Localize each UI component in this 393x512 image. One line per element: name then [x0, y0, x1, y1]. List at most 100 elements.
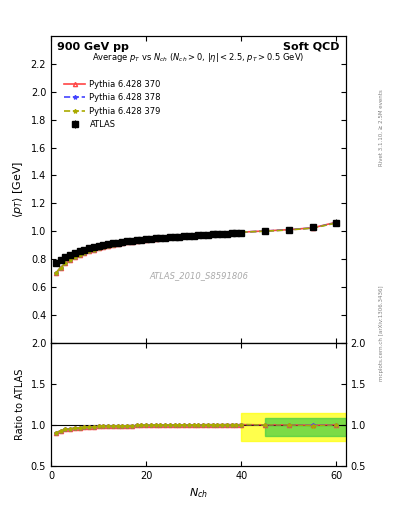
Pythia 6.428 370: [206, 231, 210, 237]
Pythia 6.428 378: [144, 237, 149, 243]
Y-axis label: Ratio to ATLAS: Ratio to ATLAS: [15, 369, 25, 440]
Pythia 6.428 370: [130, 239, 134, 245]
Line: Pythia 6.428 378: Pythia 6.428 378: [54, 221, 338, 275]
Pythia 6.428 379: [225, 230, 230, 236]
Pythia 6.428 378: [239, 229, 244, 235]
Pythia 6.428 370: [77, 252, 82, 258]
Pythia 6.428 370: [334, 219, 339, 225]
Text: Rivet 3.1.10, ≥ 2.5M events: Rivet 3.1.10, ≥ 2.5M events: [379, 90, 384, 166]
Pythia 6.428 379: [125, 239, 130, 245]
Pythia 6.428 370: [225, 230, 230, 236]
Pythia 6.428 379: [106, 243, 110, 249]
Pythia 6.428 378: [77, 252, 82, 258]
Pythia 6.428 378: [177, 233, 182, 240]
Legend: Pythia 6.428 370, Pythia 6.428 378, Pythia 6.428 379, ATLAS: Pythia 6.428 370, Pythia 6.428 378, Pyth…: [61, 77, 164, 132]
Pythia 6.428 379: [239, 229, 244, 235]
Pythia 6.428 370: [196, 232, 201, 238]
Pythia 6.428 370: [63, 261, 68, 267]
X-axis label: $N_{ch}$: $N_{ch}$: [189, 486, 208, 500]
Line: Pythia 6.428 370: Pythia 6.428 370: [54, 220, 338, 275]
Pythia 6.428 379: [334, 220, 339, 226]
Bar: [241, 413, 346, 441]
Pythia 6.428 378: [230, 230, 234, 236]
Pythia 6.428 379: [177, 233, 182, 240]
Pythia 6.428 370: [115, 241, 120, 247]
Line: Pythia 6.428 379: Pythia 6.428 379: [54, 221, 338, 275]
Pythia 6.428 370: [68, 257, 72, 263]
Pythia 6.428 379: [82, 250, 87, 256]
Pythia 6.428 379: [115, 241, 120, 247]
Pythia 6.428 379: [201, 231, 206, 238]
Pythia 6.428 378: [149, 236, 153, 242]
Pythia 6.428 379: [149, 236, 153, 242]
Pythia 6.428 379: [196, 232, 201, 238]
Pythia 6.428 379: [230, 230, 234, 236]
Pythia 6.428 370: [201, 231, 206, 238]
Pythia 6.428 379: [87, 248, 92, 254]
Bar: [265, 418, 346, 436]
Pythia 6.428 378: [196, 232, 201, 238]
Pythia 6.428 378: [206, 231, 210, 237]
Pythia 6.428 378: [191, 232, 196, 238]
Pythia 6.428 379: [58, 265, 63, 271]
Pythia 6.428 379: [139, 237, 144, 243]
Pythia 6.428 378: [158, 235, 163, 241]
Pythia 6.428 379: [92, 247, 96, 253]
Text: Average $p_T$ vs $N_{ch}$ ($N_{ch} > 0$, $|\eta| < 2.5$, $p_T > 0.5$ GeV): Average $p_T$ vs $N_{ch}$ ($N_{ch} > 0$,…: [92, 51, 305, 64]
Pythia 6.428 379: [234, 229, 239, 236]
Pythia 6.428 379: [263, 228, 267, 234]
Pythia 6.428 378: [120, 240, 125, 246]
Pythia 6.428 378: [72, 254, 77, 261]
Pythia 6.428 370: [163, 234, 167, 241]
Pythia 6.428 370: [96, 245, 101, 251]
Pythia 6.428 378: [163, 234, 167, 241]
Pythia 6.428 378: [234, 229, 239, 236]
Pythia 6.428 370: [149, 236, 153, 242]
Pythia 6.428 378: [58, 265, 63, 271]
Pythia 6.428 370: [92, 247, 96, 253]
Pythia 6.428 370: [106, 243, 110, 249]
Pythia 6.428 379: [77, 252, 82, 258]
Pythia 6.428 370: [191, 232, 196, 238]
Pythia 6.428 379: [182, 233, 187, 239]
Pythia 6.428 370: [220, 230, 224, 237]
Pythia 6.428 378: [125, 239, 130, 245]
Pythia 6.428 379: [210, 231, 215, 237]
Pythia 6.428 370: [239, 229, 244, 235]
Pythia 6.428 379: [286, 227, 291, 233]
Pythia 6.428 370: [310, 225, 315, 231]
Pythia 6.428 379: [153, 236, 158, 242]
Pythia 6.428 378: [110, 242, 115, 248]
Pythia 6.428 378: [210, 231, 215, 237]
Pythia 6.428 379: [68, 257, 72, 263]
Pythia 6.428 378: [68, 257, 72, 263]
Pythia 6.428 379: [310, 225, 315, 231]
Pythia 6.428 370: [182, 233, 187, 239]
Pythia 6.428 378: [87, 248, 92, 254]
Pythia 6.428 379: [215, 230, 220, 237]
Pythia 6.428 378: [134, 238, 139, 244]
Pythia 6.428 370: [101, 244, 106, 250]
Pythia 6.428 370: [82, 250, 87, 256]
Pythia 6.428 379: [144, 237, 149, 243]
Text: 900 GeV pp: 900 GeV pp: [57, 42, 129, 52]
Text: ATLAS_2010_S8591806: ATLAS_2010_S8591806: [149, 271, 248, 280]
Pythia 6.428 378: [310, 225, 315, 231]
Pythia 6.428 378: [201, 231, 206, 238]
Pythia 6.428 379: [206, 231, 210, 237]
Text: Soft QCD: Soft QCD: [283, 42, 340, 52]
Pythia 6.428 370: [134, 238, 139, 244]
Pythia 6.428 379: [134, 238, 139, 244]
Pythia 6.428 378: [173, 233, 177, 240]
Y-axis label: $\langle p_T \rangle$ [GeV]: $\langle p_T \rangle$ [GeV]: [11, 161, 25, 218]
Pythia 6.428 378: [53, 270, 58, 276]
Pythia 6.428 370: [53, 270, 58, 276]
Pythia 6.428 378: [115, 241, 120, 247]
Pythia 6.428 378: [96, 245, 101, 251]
Pythia 6.428 379: [72, 254, 77, 261]
Pythia 6.428 370: [125, 239, 130, 245]
Pythia 6.428 370: [153, 236, 158, 242]
Pythia 6.428 370: [234, 229, 239, 236]
Pythia 6.428 378: [63, 261, 68, 267]
Pythia 6.428 378: [263, 228, 267, 234]
